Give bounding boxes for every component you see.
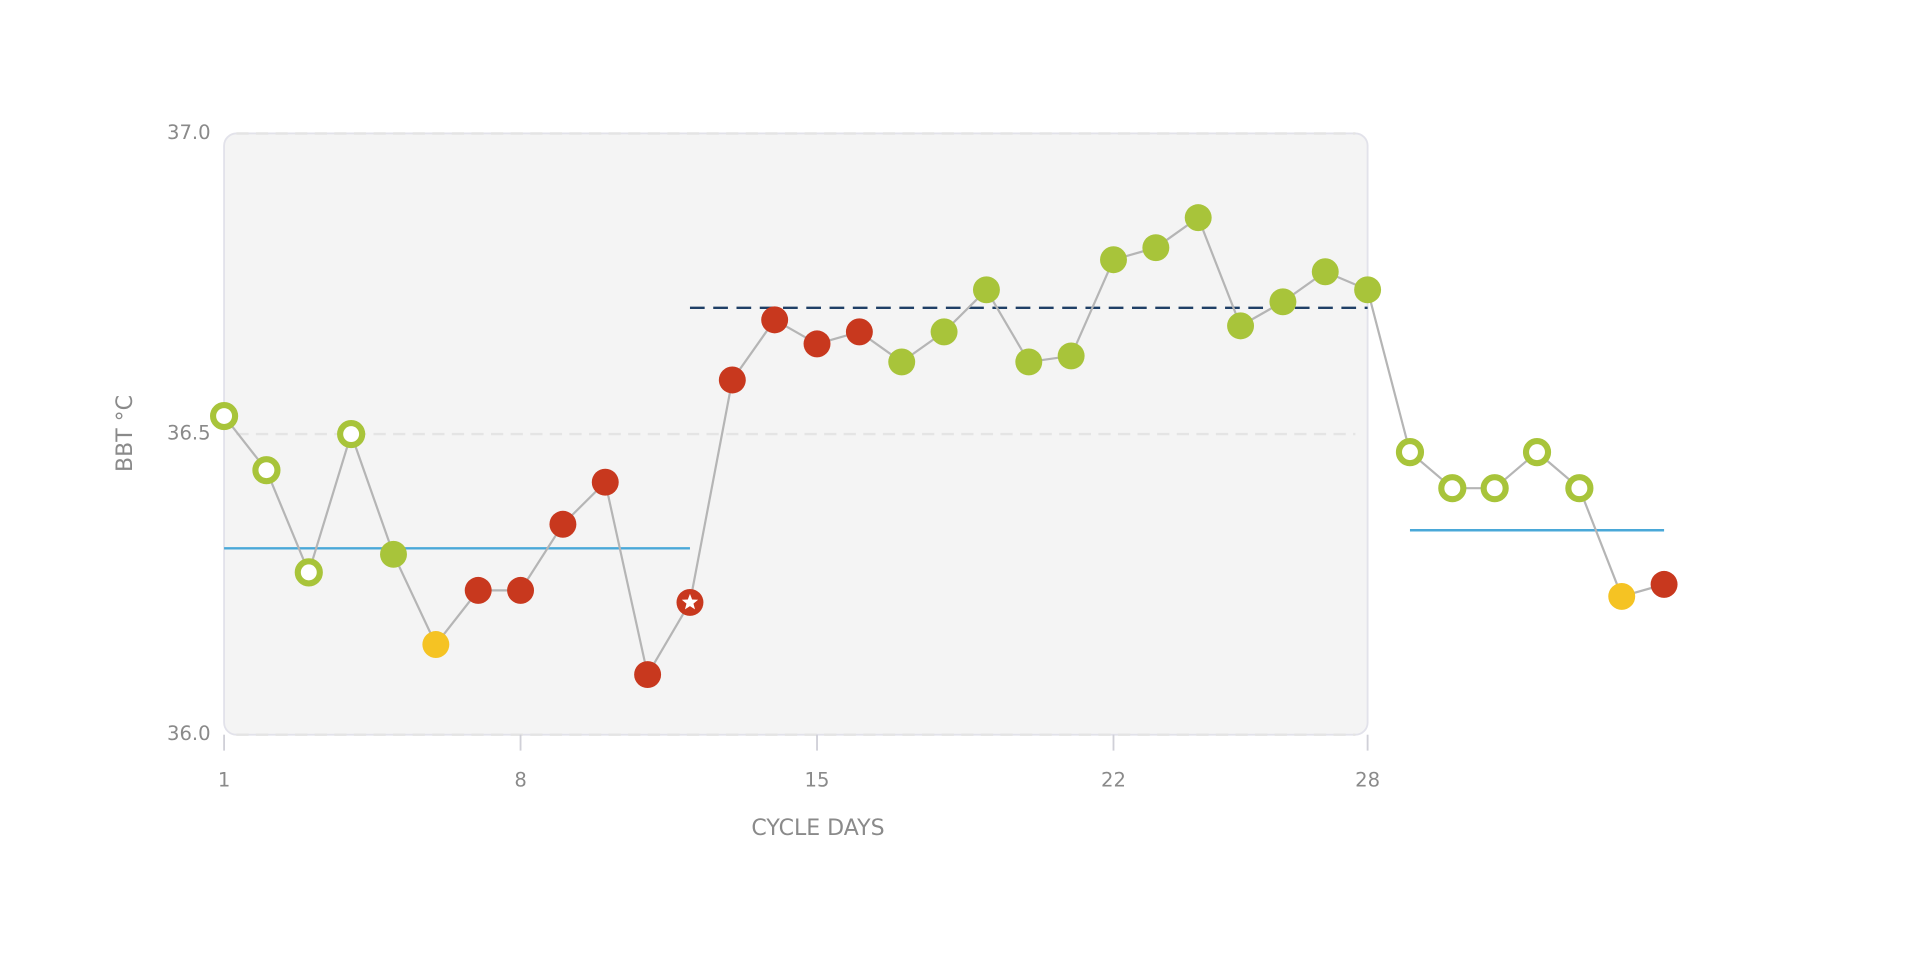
point <box>1100 246 1127 274</box>
x-tick-label: 22 <box>1101 769 1126 792</box>
point <box>972 276 1000 304</box>
star-icon <box>681 593 699 610</box>
point-hollow <box>1438 474 1467 503</box>
point <box>1227 312 1255 340</box>
point <box>422 631 450 658</box>
point-hollow <box>1565 474 1594 503</box>
point <box>1184 204 1212 232</box>
point <box>549 510 577 538</box>
x-axis-label: CYCLE DAYS <box>751 816 884 841</box>
point <box>888 348 916 376</box>
x-tick-label: 15 <box>805 769 830 792</box>
point <box>1608 582 1636 610</box>
y-tick-label: 36.0 <box>167 722 211 745</box>
x-tick-label: 28 <box>1355 769 1380 792</box>
point <box>464 576 492 604</box>
x-tick-label: 8 <box>514 769 526 792</box>
point-hollow <box>210 401 239 431</box>
point <box>1311 258 1339 286</box>
point <box>380 540 407 568</box>
point <box>761 306 789 334</box>
point <box>634 661 662 689</box>
point-hollow <box>337 420 366 449</box>
point <box>930 318 958 346</box>
point <box>1142 234 1170 262</box>
y-tick-label: 36.5 <box>167 422 211 445</box>
point <box>845 318 873 346</box>
point <box>1650 570 1678 598</box>
point-hollow <box>1480 474 1509 503</box>
point <box>591 468 619 496</box>
point-hollow <box>252 456 281 485</box>
point <box>1015 348 1043 376</box>
point <box>1269 288 1297 316</box>
point-hollow <box>1522 438 1552 467</box>
y-axis-label: BBT °C <box>113 395 138 472</box>
point <box>718 366 746 394</box>
point <box>507 576 535 604</box>
point <box>1354 276 1382 304</box>
y-tick-label: 37.0 <box>167 121 211 144</box>
point-hollow <box>294 558 323 587</box>
point <box>1057 342 1085 370</box>
point <box>803 330 831 358</box>
point-hollow <box>1395 438 1425 467</box>
x-tick-label: 1 <box>218 769 230 792</box>
